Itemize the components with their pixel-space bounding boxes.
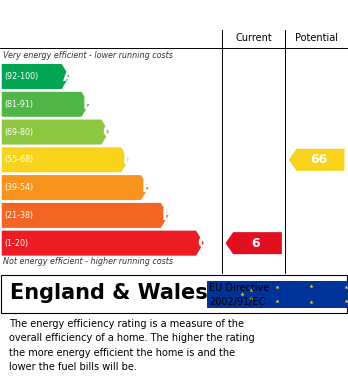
Text: Energy Efficiency Rating: Energy Efficiency Rating	[9, 8, 211, 23]
Text: England & Wales: England & Wales	[10, 283, 208, 303]
Text: C: C	[102, 125, 113, 140]
Text: The energy efficiency rating is a measure of the
overall efficiency of a home. T: The energy efficiency rating is a measur…	[9, 319, 254, 372]
Text: 6: 6	[252, 237, 260, 249]
Text: (81-91): (81-91)	[4, 100, 33, 109]
Text: (69-80): (69-80)	[4, 127, 33, 136]
Text: Very energy efficient - lower running costs: Very energy efficient - lower running co…	[3, 51, 173, 60]
Text: F: F	[162, 208, 172, 223]
Polygon shape	[2, 231, 204, 256]
Text: D: D	[122, 152, 135, 167]
Text: G: G	[197, 236, 209, 251]
Text: (92-100): (92-100)	[4, 72, 38, 81]
Text: Potential: Potential	[295, 33, 338, 43]
Text: A: A	[63, 69, 74, 84]
Text: E: E	[142, 180, 152, 195]
Polygon shape	[226, 232, 282, 254]
Text: (55-68): (55-68)	[4, 155, 33, 164]
Polygon shape	[2, 120, 109, 145]
Text: Not energy efficient - higher running costs: Not energy efficient - higher running co…	[3, 257, 174, 266]
Polygon shape	[2, 64, 69, 89]
Text: 66: 66	[310, 153, 327, 166]
Text: EU Directive: EU Directive	[209, 283, 269, 293]
Text: 2002/91/EC: 2002/91/EC	[209, 296, 265, 307]
Bar	[207, 282, 348, 307]
Polygon shape	[289, 149, 345, 171]
Polygon shape	[2, 203, 168, 228]
Text: B: B	[82, 97, 94, 112]
Text: (21-38): (21-38)	[4, 211, 33, 220]
Polygon shape	[2, 147, 129, 172]
Polygon shape	[2, 175, 149, 200]
Text: (39-54): (39-54)	[4, 183, 33, 192]
Text: Current: Current	[235, 33, 272, 43]
Text: (1-20): (1-20)	[4, 239, 28, 248]
Polygon shape	[2, 92, 89, 117]
